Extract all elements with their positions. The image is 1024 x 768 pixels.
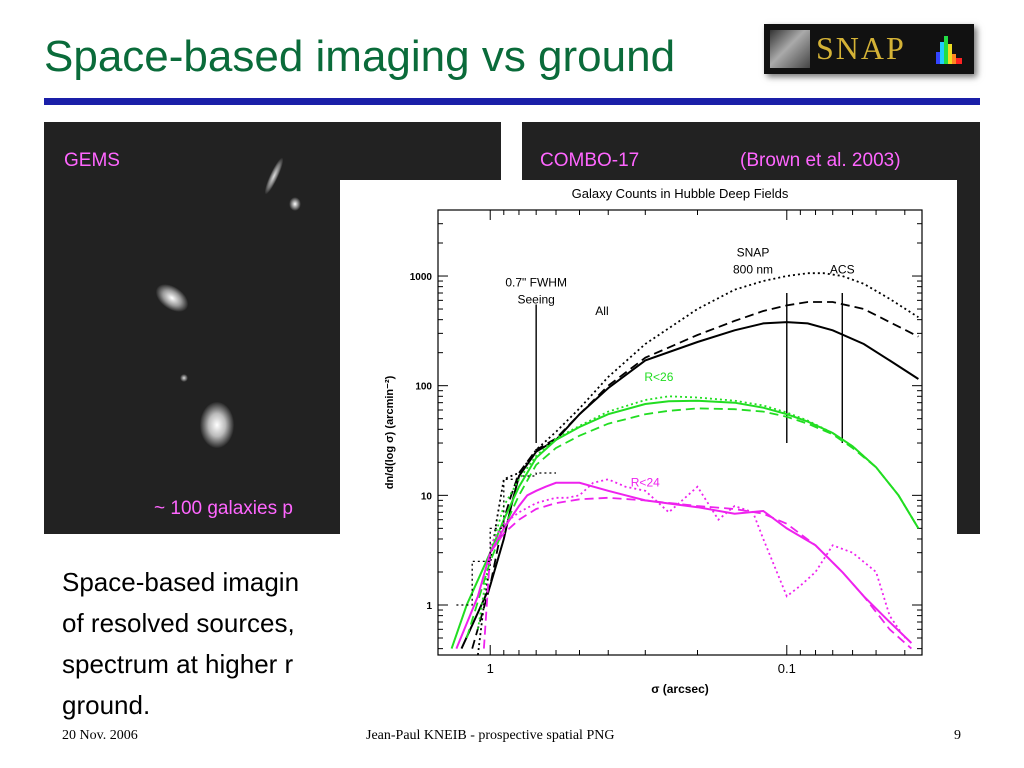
annotation-label: Seeing xyxy=(517,293,554,307)
y-tick-label: 1 xyxy=(426,601,432,612)
galaxy-image-icon xyxy=(770,30,810,68)
gems-label: GEMS xyxy=(64,150,120,171)
series-line-all xyxy=(471,301,919,649)
galaxy-blob xyxy=(180,374,188,382)
galaxy-counts-chart: Galaxy Counts in Hubble Deep Fields σ (ar… xyxy=(340,180,957,697)
galaxy-blob xyxy=(150,278,194,318)
galaxy-blob xyxy=(200,402,234,448)
annotation-label: ACS xyxy=(830,263,855,277)
annotation-label: All xyxy=(595,304,608,318)
chart-title: Galaxy Counts in Hubble Deep Fields xyxy=(572,186,789,201)
body-line: ground. xyxy=(62,690,151,720)
galaxy-blob xyxy=(261,156,287,196)
body-line: spectrum at higher r xyxy=(62,649,294,679)
logo-text: SNAP xyxy=(816,30,906,66)
series-line-r24 xyxy=(455,481,913,649)
series-line-all xyxy=(460,321,919,650)
annotation-label: R<24 xyxy=(631,476,660,490)
y-tick-label: 1000 xyxy=(410,272,433,283)
series-line-r24 xyxy=(489,478,906,639)
annotation-label: SNAP xyxy=(737,246,770,260)
series-line-all xyxy=(477,272,919,655)
spectrum-icon xyxy=(936,36,962,64)
body-line: Space-based imagin xyxy=(62,567,300,597)
slide-title: Space-based imaging vs ground xyxy=(44,32,676,81)
body-text: Space-based imagin of resolved sources, … xyxy=(62,562,299,726)
series-line-all xyxy=(456,472,556,606)
series-line-r26 xyxy=(477,395,920,630)
footer-page: 9 xyxy=(954,728,961,743)
title-underline xyxy=(44,98,980,105)
x-axis-label: σ (arcsec) xyxy=(651,682,709,696)
annotation-label: 0.7" FWHM xyxy=(505,276,567,290)
series-line-r24 xyxy=(483,496,912,650)
x-tick-label: 1 xyxy=(487,661,494,676)
y-tick-label: 100 xyxy=(415,382,432,393)
combo17-label: COMBO-17 xyxy=(540,150,640,171)
series-line-r26 xyxy=(450,399,920,649)
y-axis-label: dn/d(log σ) (arcmin⁻²) xyxy=(384,375,396,489)
y-tick-label: 10 xyxy=(421,491,433,502)
annotation-label: 800 nm xyxy=(733,263,773,277)
galaxy-blob xyxy=(289,197,301,211)
plot-frame xyxy=(437,209,923,656)
snap-logo: SNAP xyxy=(764,24,974,74)
footer-center: Jean-Paul KNEIB - prospective spatial PN… xyxy=(366,728,615,743)
chart-svg: Galaxy Counts in Hubble Deep Fields σ (ar… xyxy=(384,186,923,696)
body-line: of resolved sources, xyxy=(62,608,295,638)
footer-date: 20 Nov. 2006 xyxy=(62,728,138,743)
gems-caption: ~ 100 galaxies p xyxy=(154,498,293,519)
x-tick-label: 0.1 xyxy=(778,661,796,676)
citation-label: (Brown et al. 2003) xyxy=(740,150,901,171)
series-line-r26 xyxy=(465,407,920,639)
annotation-label: R<26 xyxy=(644,370,673,384)
